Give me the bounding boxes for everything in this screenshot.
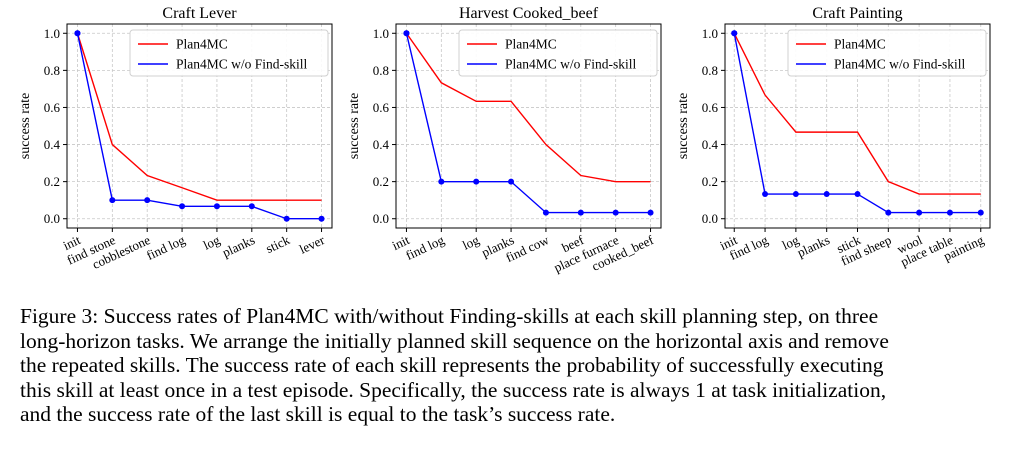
legend-label: Plan4MC bbox=[505, 37, 557, 52]
y-tick-label: 0.0 bbox=[44, 211, 60, 226]
plot-frame bbox=[66, 23, 333, 229]
chart-panel-3: Craft Painting 0.0 0.2 0.4 0.6 0.8 1.0 success … bbox=[676, 5, 991, 269]
x-tick-label: planks bbox=[220, 232, 257, 260]
data-point bbox=[144, 197, 151, 204]
caption-line: long-horizon tasks. We arrange the initi… bbox=[20, 328, 889, 353]
x-tick-label: log bbox=[780, 232, 802, 253]
plot-frame bbox=[395, 23, 662, 229]
y-tick-label: 1.0 bbox=[373, 26, 389, 41]
y-axis-label: success rate bbox=[18, 93, 33, 159]
data-point bbox=[854, 191, 861, 198]
data-point bbox=[731, 30, 738, 37]
y-tick-label: 0.8 bbox=[373, 63, 389, 78]
x-tick-label: init bbox=[390, 232, 412, 253]
legend-label: Plan4MC w/o Find-skill bbox=[505, 57, 637, 72]
y-tick-label: 0.4 bbox=[44, 137, 61, 152]
y-tick-label: 0.8 bbox=[44, 63, 60, 78]
caption-line: the repeated skills. The success rate of… bbox=[20, 353, 884, 377]
chart-panel-2: Harvest Cooked_beef 0.0 0.2 0.4 0.6 0.8 1.0 suc… bbox=[347, 5, 662, 275]
data-point bbox=[542, 209, 549, 216]
y-tick-label: 1.0 bbox=[44, 26, 60, 41]
y-tick-label: 0.4 bbox=[702, 137, 719, 152]
y-tick-label: 0.4 bbox=[373, 137, 390, 152]
y-axis-label: success rate bbox=[676, 93, 691, 159]
x-tick-label: log bbox=[201, 232, 223, 253]
legend-label: Plan4MC bbox=[176, 37, 228, 52]
caption-line: this skill at least once in a test episo… bbox=[20, 377, 887, 402]
series-line-plan4mc-wo-find-skill bbox=[405, 33, 651, 214]
legend-box bbox=[787, 29, 987, 77]
data-point bbox=[283, 215, 290, 222]
legend-label: Plan4MC w/o Find-skill bbox=[176, 57, 308, 72]
y-tick-label: 0.6 bbox=[373, 100, 390, 115]
figure-caption: Figure 3: Success rates of Plan4MC with/… bbox=[20, 304, 1010, 427]
x-tick-label: find log bbox=[144, 232, 188, 263]
series-line-plan4mc bbox=[733, 32, 981, 195]
legend-box bbox=[458, 29, 658, 77]
chart-title: Harvest Cooked_beef bbox=[459, 5, 599, 22]
figure-3: Craft Lever 0.0 0.2 0.4 0.6 0.8 1.0 success rat… bbox=[18, 5, 991, 275]
data-point bbox=[916, 209, 923, 216]
data-point bbox=[612, 209, 619, 216]
data-point bbox=[473, 178, 480, 185]
data-point bbox=[318, 215, 325, 222]
data-point bbox=[109, 197, 116, 204]
y-tick-label: 0.6 bbox=[44, 100, 61, 115]
data-point bbox=[977, 209, 984, 216]
x-tick-label: log bbox=[460, 232, 482, 253]
data-point bbox=[823, 191, 830, 198]
y-tick-label: 0.2 bbox=[373, 174, 389, 189]
legend-label: Plan4MC w/o Find-skill bbox=[834, 57, 966, 72]
x-tick-label: stick bbox=[263, 232, 292, 256]
data-point bbox=[946, 209, 953, 216]
y-tick-label: 0.0 bbox=[373, 211, 389, 226]
legend-box bbox=[129, 29, 329, 77]
data-point bbox=[74, 30, 81, 37]
data-point bbox=[762, 191, 769, 198]
data-point bbox=[647, 209, 654, 216]
x-tick-label: find log bbox=[403, 232, 447, 263]
y-tick-label: 0.2 bbox=[702, 174, 718, 189]
chart-title: Craft Painting bbox=[812, 5, 902, 22]
x-tick-label: planks bbox=[795, 232, 832, 260]
data-point bbox=[792, 191, 799, 198]
x-tick-label: lever bbox=[297, 232, 327, 257]
chart-title: Craft Lever bbox=[162, 5, 237, 22]
data-point bbox=[248, 203, 255, 210]
data-point bbox=[438, 178, 445, 185]
caption-line: Figure 3: Success rates of Plan4MC with/… bbox=[20, 304, 879, 328]
data-point bbox=[508, 178, 515, 185]
y-tick-label: 0.6 bbox=[702, 100, 719, 115]
data-point bbox=[213, 203, 220, 210]
y-tick-label: 0.2 bbox=[44, 174, 60, 189]
y-axis-label: success rate bbox=[347, 93, 362, 159]
series-line-plan4mc bbox=[76, 33, 322, 201]
data-point bbox=[403, 30, 410, 37]
chart-panel-1: Craft Lever 0.0 0.2 0.4 0.6 0.8 1.0 success rat… bbox=[18, 5, 333, 272]
data-point bbox=[577, 209, 584, 216]
series-line-plan4mc bbox=[405, 32, 651, 183]
charts-canvas: Craft Lever 0.0 0.2 0.4 0.6 0.8 1.0 success rat… bbox=[18, 5, 991, 275]
y-tick-label: 0.8 bbox=[702, 63, 718, 78]
data-point bbox=[179, 203, 186, 210]
caption-line: and the success rate of the last skill i… bbox=[20, 402, 616, 426]
legend-label: Plan4MC bbox=[834, 37, 886, 52]
y-tick-label: 0.0 bbox=[702, 211, 718, 226]
data-point bbox=[885, 209, 892, 216]
y-tick-label: 1.0 bbox=[702, 26, 718, 41]
x-tick-label: init bbox=[717, 232, 739, 253]
x-tick-label: init bbox=[61, 232, 83, 253]
series-line-plan4mc-wo-find-skill bbox=[76, 33, 322, 220]
